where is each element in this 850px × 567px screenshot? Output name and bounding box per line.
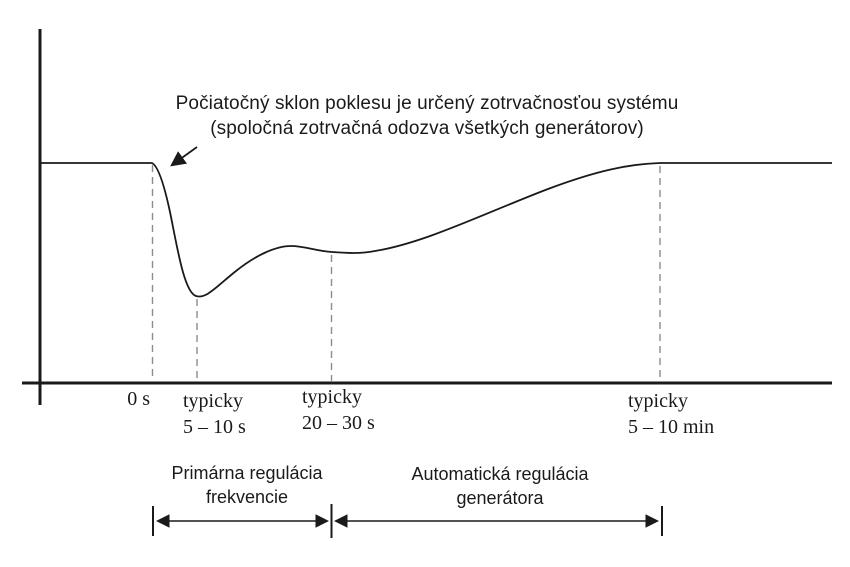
annotation-arrow [170,146,198,167]
time-label-20-30s-top: typicky [302,386,362,408]
time-label-5-10s: typicky 5 – 10 s [183,388,246,440]
time-label-5-10min-bottom: 5 – 10 min [628,416,715,438]
annotation-line-2: (spoločná zotrvačná odozva všetkých gene… [210,118,644,139]
annotation-text: Počiatočný sklon poklesu je určený zotrv… [0,91,850,141]
annotation-line-1: Počiatočný sklon poklesu je určený zotrv… [175,93,679,114]
time-label-20-30s: typicky 20 – 30 s [302,384,375,436]
primary-regulation-label-line-2: frekvencie [205,487,289,507]
time-label-5-10min-top: typicky [628,390,688,412]
time-label-0s: 0 s [127,388,150,410]
agc-label-line-1: Automatická regulácia [411,464,589,484]
primary-regulation-label: Primárna regulácia frekvencie [147,461,347,509]
primary-regulation-label-line-1: Primárna regulácia [171,463,323,483]
time-label-5-10s-top: typicky [183,390,243,412]
time-label-20-30s-bottom: 20 – 30 s [302,412,375,434]
time-label-5-10s-bottom: 5 – 10 s [183,416,246,438]
time-label-5-10min: typicky 5 – 10 min [628,388,714,440]
agc-label: Automatická regulácia generátora [380,462,620,510]
frequency-response-curve [40,162,832,298]
agc-label-line-2: generátora [456,488,544,508]
